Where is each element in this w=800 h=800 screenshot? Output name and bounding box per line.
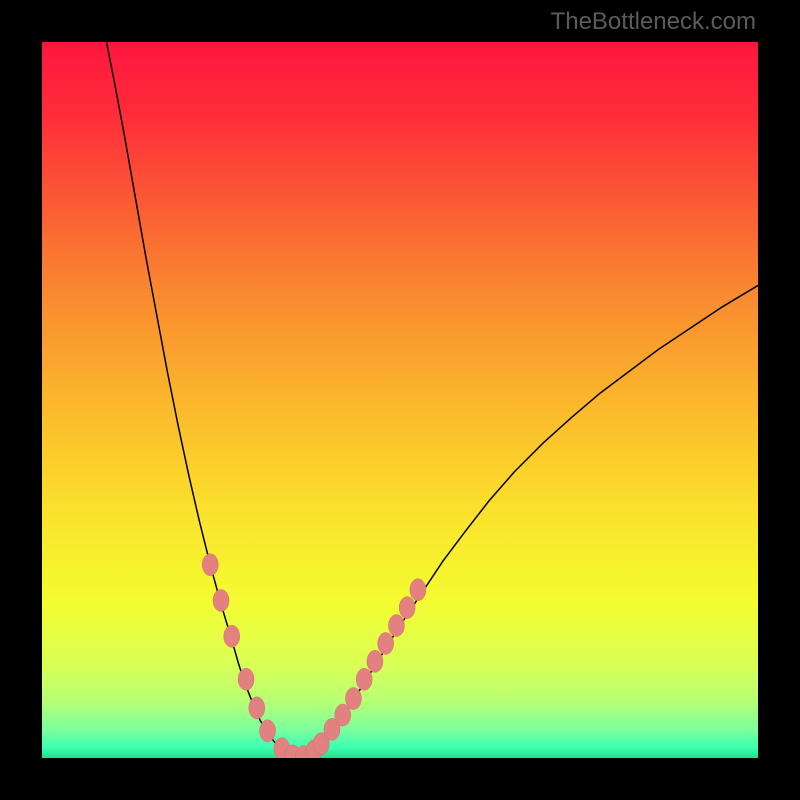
curve-marker-point: [260, 720, 276, 742]
curve-marker-point: [249, 697, 265, 719]
curve-marker-point: [224, 625, 240, 647]
curve-marker-point: [410, 579, 426, 601]
curve-marker-point: [202, 554, 218, 576]
chart-plot-area: [42, 42, 758, 758]
curve-marker-point: [238, 668, 254, 690]
chart-background-gradient: [42, 42, 758, 758]
chart-svg: [42, 42, 758, 758]
watermark-text: TheBottleneck.com: [551, 8, 756, 36]
curve-marker-point: [356, 668, 372, 690]
curve-marker-point: [345, 688, 361, 710]
curve-marker-point: [213, 589, 229, 611]
curve-marker-point: [388, 615, 404, 637]
curve-marker-point: [367, 650, 383, 672]
curve-marker-point: [399, 597, 415, 619]
curve-marker-point: [378, 632, 394, 654]
